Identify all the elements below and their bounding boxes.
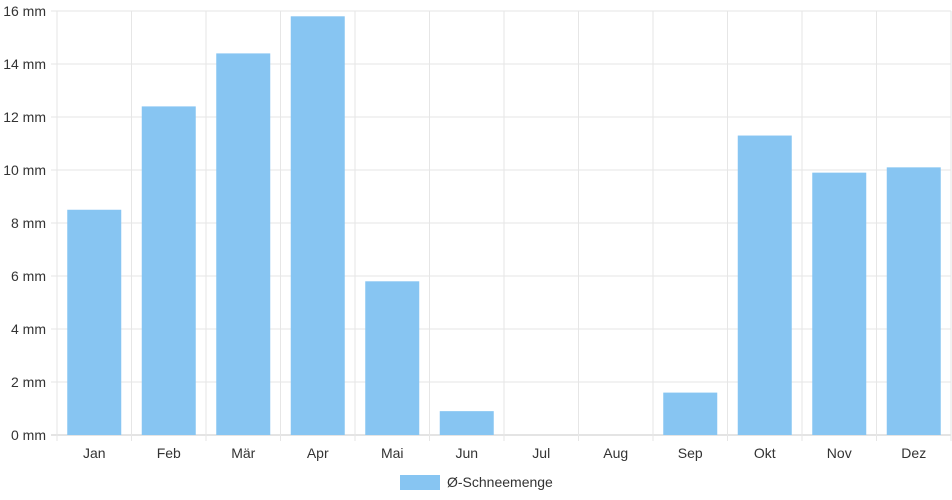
y-tick-label: 6 mm bbox=[11, 268, 46, 284]
y-tick-label: 14 mm bbox=[3, 56, 46, 72]
x-tick-label: Jun bbox=[455, 445, 478, 461]
bar-sep[interactable] bbox=[663, 392, 718, 435]
legend[interactable]: Ø-Schneemenge bbox=[400, 474, 553, 490]
y-tick-label: 8 mm bbox=[11, 215, 46, 231]
bar-jun[interactable] bbox=[439, 411, 494, 435]
x-tick-label: Apr bbox=[307, 445, 329, 461]
y-tick-label: 10 mm bbox=[3, 162, 46, 178]
x-axis-ticks: Jan Feb Mär Apr Mai Jun Jul Aug Sep Okt Nov Dez bbox=[83, 445, 926, 461]
y-tick-label: 16 mm bbox=[3, 3, 46, 19]
bar-dez[interactable] bbox=[886, 167, 941, 435]
bar-okt[interactable] bbox=[737, 135, 792, 436]
x-tick-label: Mär bbox=[231, 445, 255, 461]
x-tick-label: Aug bbox=[603, 445, 628, 461]
legend-swatch[interactable] bbox=[400, 475, 440, 490]
x-tick-label: Sep bbox=[678, 445, 703, 461]
bar-mär[interactable] bbox=[216, 53, 271, 436]
y-tick-label: 2 mm bbox=[11, 374, 46, 390]
bar-apr[interactable] bbox=[290, 16, 345, 436]
x-tick-label: Nov bbox=[827, 445, 852, 461]
bar-feb[interactable] bbox=[141, 106, 196, 436]
bars bbox=[67, 16, 941, 436]
x-tick-label: Okt bbox=[754, 445, 776, 461]
y-tick-label: 4 mm bbox=[11, 321, 46, 337]
bar-nov[interactable] bbox=[812, 172, 867, 435]
x-tick-label: Feb bbox=[157, 445, 181, 461]
x-tick-label: Mai bbox=[381, 445, 404, 461]
grid-lines bbox=[51, 10, 952, 441]
legend-label[interactable]: Ø-Schneemenge bbox=[447, 474, 553, 490]
x-tick-label: Jan bbox=[83, 445, 106, 461]
x-tick-label: Jul bbox=[532, 445, 550, 461]
y-axis-ticks: 0 mm 2 mm 4 mm 6 mm 8 mm 10 mm 12 mm 14 mm 16 mm bbox=[3, 3, 46, 443]
x-tick-label: Dez bbox=[901, 445, 926, 461]
bar-jan[interactable] bbox=[67, 209, 122, 435]
bar-mai[interactable] bbox=[365, 281, 420, 435]
y-tick-label: 0 mm bbox=[11, 427, 46, 443]
y-tick-label: 12 mm bbox=[3, 109, 46, 125]
